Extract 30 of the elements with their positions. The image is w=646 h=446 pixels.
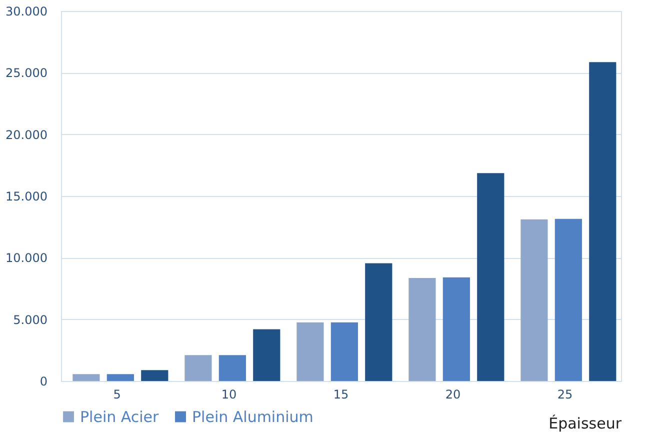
bar — [141, 370, 168, 381]
bar — [296, 322, 324, 381]
x-tick-label: 5 — [113, 388, 121, 402]
bar — [106, 374, 134, 381]
y-tick-label: 5.000 — [13, 312, 48, 327]
bar — [520, 219, 548, 381]
bar — [72, 374, 100, 381]
y-tick-label: 10.000 — [6, 251, 48, 266]
bar — [442, 277, 470, 381]
y-tick-label: 30.000 — [6, 4, 48, 18]
legend-label: Plein Aluminium — [192, 408, 314, 426]
y-tick-label: 0 — [40, 374, 48, 388]
x-tick-label: 25 — [557, 388, 573, 402]
bar — [253, 329, 280, 381]
bar — [184, 355, 212, 381]
bar — [408, 278, 436, 381]
bar — [477, 173, 504, 381]
bar — [330, 322, 358, 381]
y-tick-label: 15.000 — [6, 190, 48, 204]
bar — [365, 263, 392, 381]
bar — [589, 62, 616, 381]
bar — [218, 355, 246, 381]
bar — [554, 218, 582, 381]
x-tick-label: 15 — [333, 388, 349, 402]
y-tick-label: 20.000 — [6, 128, 48, 142]
y-tick-label: 25.000 — [6, 66, 48, 80]
x-axis-title: Épaisseur — [548, 414, 622, 432]
x-tick-label: 10 — [221, 388, 237, 402]
x-tick-label: 20 — [445, 388, 461, 402]
legend-label: Plein Acier — [80, 408, 160, 426]
